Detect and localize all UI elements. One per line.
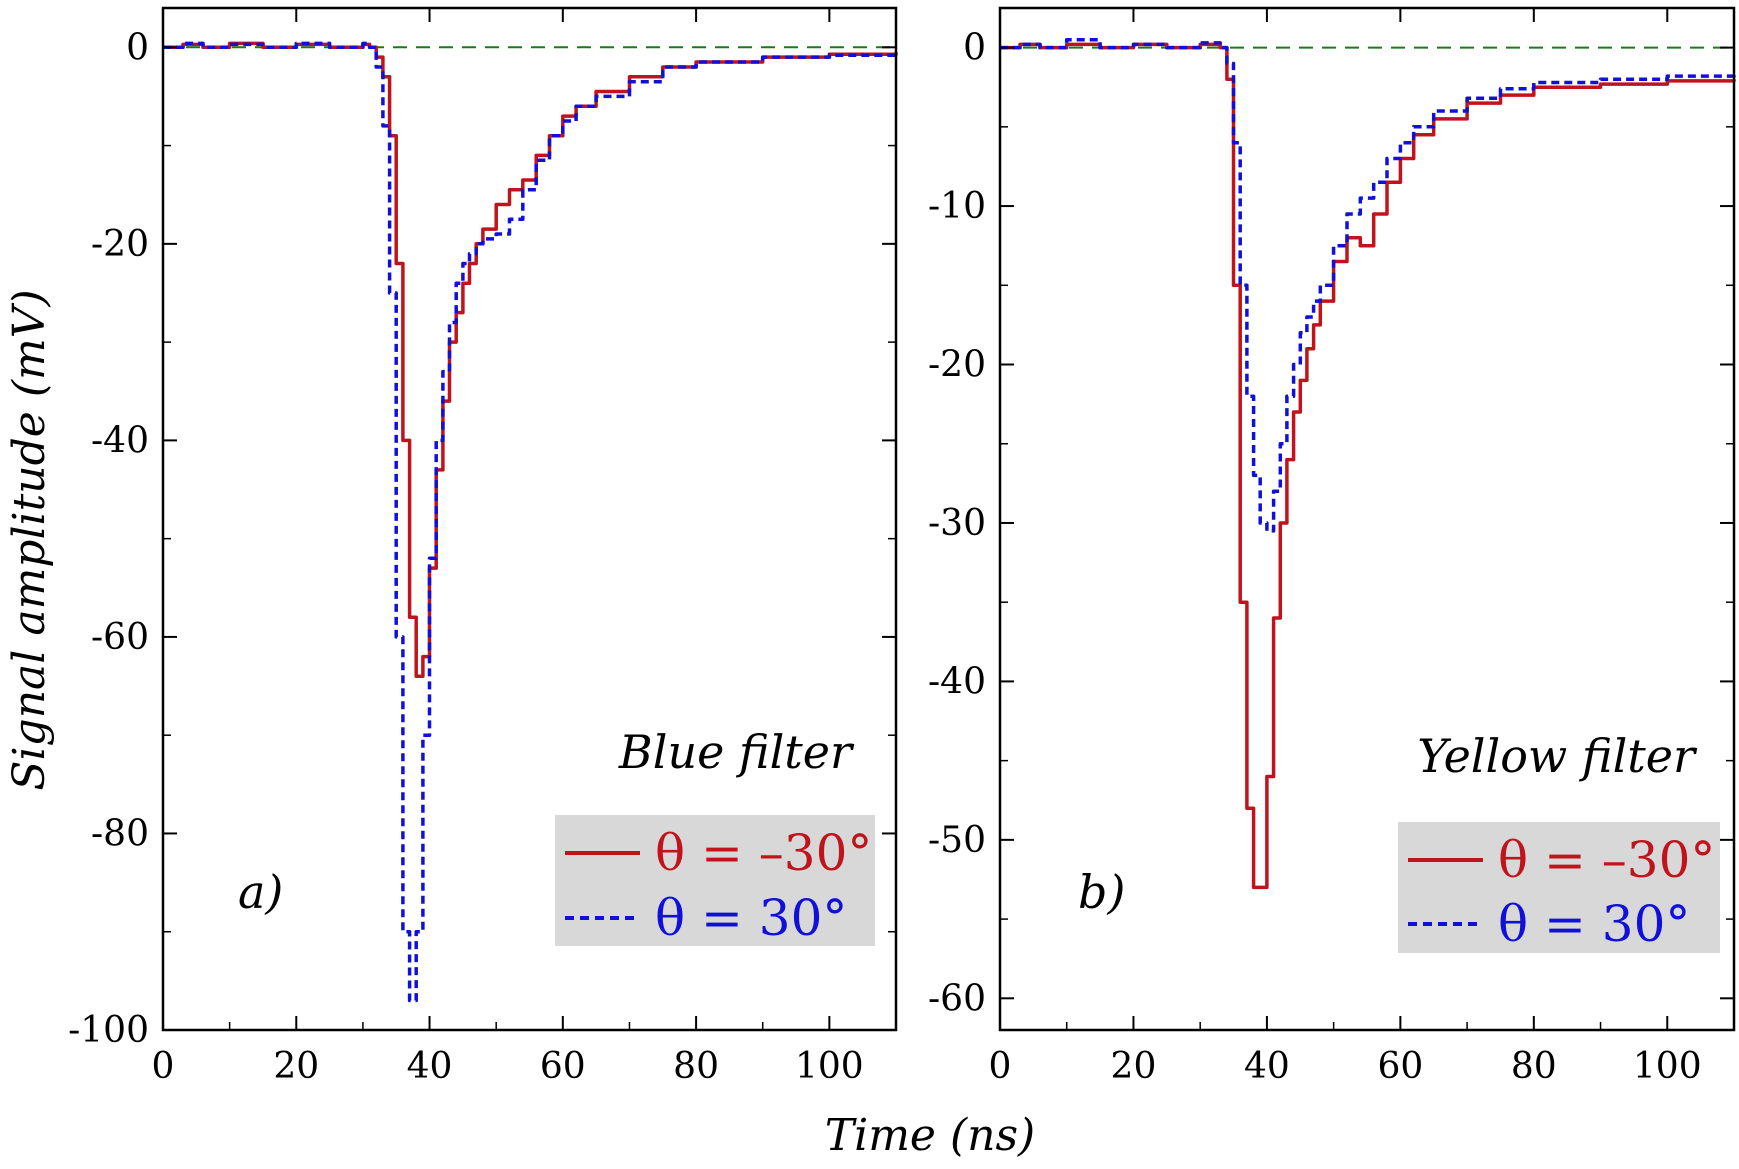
panel-a-filter-label: Blue filter (618, 725, 855, 779)
panel-a-series-red-line (163, 41, 898, 678)
panel-b-legend-label-blue: θ = 30° (1498, 895, 1690, 953)
panel-b-x-tick-label: 80 (1511, 1046, 1557, 1087)
panel-b-legend-box (1398, 822, 1720, 953)
panel-b-x-tick-label: 20 (1111, 1046, 1157, 1087)
panel-a-plot-marks (163, 41, 898, 1003)
panel-b-legend: θ = –30° θ = 30° (1398, 822, 1720, 953)
panel-a-plot-frame (161, 6, 898, 1032)
panel-b-y-tick-label: -40 (928, 661, 986, 702)
panel-b-ticks: 0 20 40 60 80 100 0 -10 -20 -30 -40 -50 -60 (928, 8, 1734, 1087)
panel-b-y-tick-label: -50 (928, 820, 986, 861)
panel-a-legend-label-red: θ = –30° (655, 824, 872, 882)
panel-a-y-tick-label: 0 (126, 27, 149, 68)
panel-b-plot-marks (1000, 37, 1736, 890)
panel-b-y-tick-label: -20 (928, 345, 986, 386)
y-axis-title: Signal amplitude (mV) (4, 289, 55, 790)
panel-a-y-tick-label: -100 (68, 1010, 149, 1051)
panel-a-y-tick-label: -60 (91, 617, 149, 658)
panel-a-x-tick-label: 100 (795, 1046, 864, 1087)
panel-a: 0 20 40 60 80 100 0 -20 -40 -60 -80 -100 Blue filte… (68, 6, 898, 1087)
panel-a-x-tick-label: 20 (273, 1046, 319, 1087)
panel-a-x-tick-label: 40 (407, 1046, 453, 1087)
panel-a-ticks: 0 20 40 60 80 100 0 -20 -40 -60 -80 -100 (68, 8, 896, 1087)
panel-a-panel-label: a) (238, 865, 283, 919)
panel-a-x-tick-label: 80 (673, 1046, 719, 1087)
panel-a-y-tick-label: -20 (91, 224, 149, 265)
panel-b-panel-label: b) (1078, 865, 1125, 919)
panel-b-plot-frame (998, 6, 1736, 1032)
panel-a-legend-box (555, 815, 875, 946)
panel-a-x-tick-label: 60 (540, 1046, 586, 1087)
panel-b-filter-label: Yellow filter (1417, 729, 1698, 783)
panel-a-y-tick-label: -40 (91, 420, 149, 461)
panel-a-series-blue-line (163, 41, 898, 1003)
panel-b: 0 20 40 60 80 100 0 -10 -20 -30 -40 -50 -60 Yellow f… (928, 6, 1736, 1087)
panel-a-legend: θ = –30° θ = 30° (555, 815, 875, 947)
panel-a-x-tick-label: 0 (152, 1046, 175, 1087)
panel-b-y-tick-label: -30 (928, 503, 986, 544)
panel-b-legend-label-red: θ = –30° (1498, 831, 1715, 889)
panel-a-y-tick-label: -80 (91, 813, 149, 854)
panel-b-x-tick-label: 40 (1244, 1046, 1290, 1087)
panel-b-x-tick-label: 0 (989, 1046, 1012, 1087)
panel-b-y-tick-label: -10 (928, 186, 986, 227)
x-axis-title: Time (ns) (825, 1110, 1035, 1161)
panel-a-legend-label-blue: θ = 30° (655, 889, 847, 947)
panel-b-x-tick-label: 60 (1377, 1046, 1423, 1087)
panel-b-y-tick-label: -60 (928, 978, 986, 1019)
panel-b-y-tick-label: 0 (963, 28, 986, 69)
panel-b-x-tick-label: 100 (1633, 1046, 1702, 1087)
panel-b-series-blue-line (1000, 37, 1736, 533)
